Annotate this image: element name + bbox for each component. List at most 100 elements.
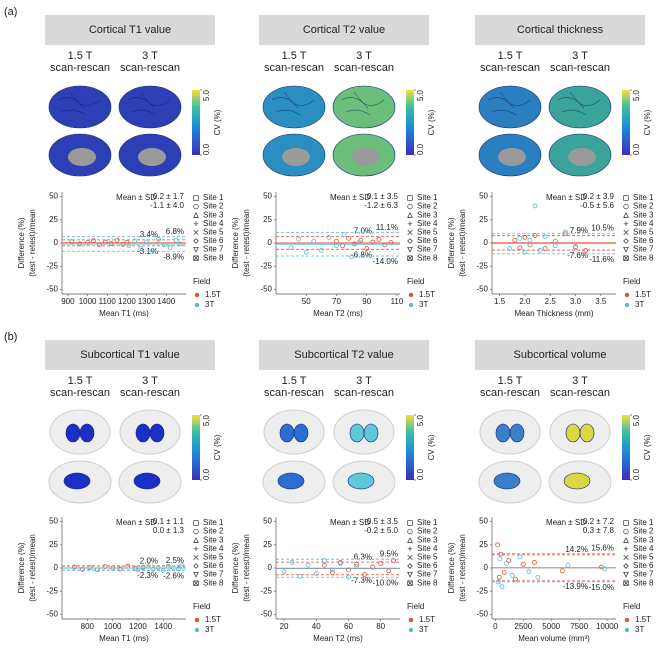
site-symbol — [193, 203, 199, 210]
site-legend-label: Site 5 — [417, 553, 438, 562]
y-tick-label: 50 — [49, 517, 58, 526]
structure — [79, 423, 95, 443]
brain-lateral — [548, 85, 612, 129]
brain-core — [568, 148, 596, 166]
limit-label: 10.5% — [591, 223, 614, 232]
x-tick-label: 1.5 — [494, 297, 506, 306]
x-tick-label: 1000 — [79, 297, 97, 306]
y-tick-label: -25 — [260, 586, 272, 595]
structure — [135, 423, 151, 443]
legend-label: 3T — [205, 625, 214, 634]
y-tick-label: -50 — [46, 609, 58, 618]
scan-label: 3 T — [572, 50, 588, 62]
y-tick-label: 25 — [479, 215, 488, 224]
site-legend-label: Site 4 — [203, 544, 224, 553]
site-symbol — [623, 563, 629, 569]
header-box — [45, 340, 215, 370]
data-point — [132, 238, 138, 244]
data-point — [370, 239, 376, 245]
data-point — [573, 245, 578, 251]
stats-title: Mean ± SD — [330, 518, 370, 527]
legend-symbol — [194, 292, 200, 298]
data-point — [512, 237, 518, 243]
data-point — [79, 566, 85, 572]
y-tick-label: 0 — [268, 563, 273, 572]
site-symbol — [623, 212, 629, 218]
data-point — [117, 566, 123, 572]
legend-label: 1.5T — [635, 615, 651, 624]
y-tick-label: 25 — [49, 540, 58, 549]
colorbar-tick-label: 5.0 — [416, 414, 425, 426]
x-axis-label: Mean T1 (ms) — [99, 309, 149, 318]
data-point — [167, 245, 173, 251]
x-tick-label: 2.0 — [519, 297, 531, 306]
site-symbol — [193, 255, 199, 261]
site-symbol — [407, 580, 413, 586]
stats-title: Mean ± SD — [116, 193, 156, 202]
x-tick-label: 900 — [61, 297, 75, 306]
scan-label: 1.5 T — [282, 50, 307, 62]
limit-label: 2.0% — [140, 556, 158, 565]
legend-symbol — [194, 302, 200, 308]
data-point — [346, 235, 351, 241]
x-tick-label: 3.0 — [570, 297, 582, 306]
limit-label: -13.9% — [563, 582, 588, 591]
site-symbol — [623, 246, 629, 253]
data-point — [513, 576, 518, 582]
scan-label: 3 T — [142, 375, 158, 387]
site-legend-label: Site 5 — [633, 228, 654, 237]
colorbar — [622, 90, 630, 155]
data-point — [150, 566, 156, 572]
data-point — [297, 573, 303, 579]
site-symbol — [623, 255, 629, 261]
data-point — [313, 571, 319, 576]
site-symbol — [623, 571, 629, 578]
x-tick-label: 800 — [81, 622, 95, 631]
stat-label: -0.5 ± 5.6 — [580, 201, 614, 210]
site-legend-label: Site 2 — [633, 202, 654, 211]
brain-core — [352, 148, 380, 166]
scan-label: scan-rescan — [480, 62, 540, 74]
data-point — [495, 579, 501, 585]
site-symbol — [407, 563, 413, 569]
site-legend-label: Site 3 — [633, 535, 654, 544]
chart-title: Subcortical T2 value — [294, 349, 393, 361]
scan-label: scan-rescan — [50, 387, 110, 399]
data-point — [138, 246, 144, 251]
stats-title: Mean ± SD — [330, 193, 370, 202]
brain-core — [498, 148, 526, 166]
site-legend-label: Site 2 — [417, 527, 438, 536]
limit-label: 7.0% — [354, 227, 372, 236]
data-point — [386, 568, 392, 574]
y-axis-label: Difference (%) — [447, 542, 456, 593]
y-tick-label: 50 — [263, 192, 272, 201]
y-tick-label: -50 — [260, 284, 272, 293]
scan-label: 1.5 T — [68, 375, 93, 387]
y-tick-label: 0 — [54, 238, 59, 247]
y-axis-label: (test - retest)/mean — [28, 209, 37, 277]
colorbar-tick-label: 0.0 — [416, 468, 425, 480]
structure — [63, 472, 91, 490]
site-legend-label: Site 4 — [633, 219, 654, 228]
data-point — [144, 239, 150, 245]
site-symbol — [193, 580, 199, 586]
x-tick-label: 1100 — [99, 297, 117, 306]
legend-title: Field — [407, 277, 424, 286]
y-axis-label: Difference (%) — [231, 542, 240, 593]
site-legend-label: Site 4 — [203, 219, 224, 228]
site-legend-label: Site 1 — [203, 518, 224, 527]
y-tick-label: 25 — [263, 540, 272, 549]
y-tick-label: 25 — [263, 215, 272, 224]
limit-label: -2.3% — [137, 571, 158, 580]
site-legend-label: Site 5 — [417, 228, 438, 237]
structure — [65, 423, 81, 443]
site-legend-label: Site 8 — [203, 578, 224, 587]
data-point — [517, 235, 523, 241]
data-point — [522, 249, 528, 255]
site-symbol — [193, 221, 199, 227]
scan-label: 1.5 T — [498, 50, 523, 62]
legend-label: 1.5T — [419, 615, 435, 624]
header-box — [45, 15, 215, 45]
y-axis-label: Difference (%) — [231, 217, 240, 268]
data-point — [102, 564, 108, 570]
